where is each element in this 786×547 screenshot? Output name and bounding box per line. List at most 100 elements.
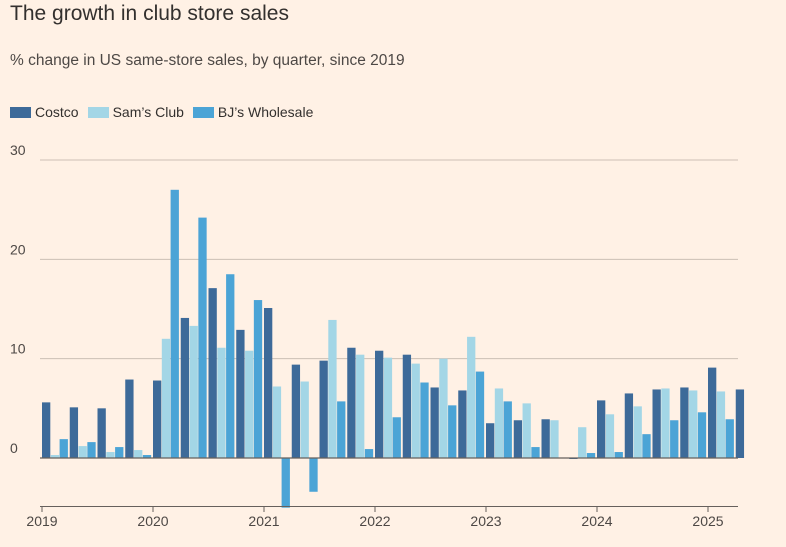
bar-sam-s-club-q4-2024 [689,390,698,458]
bar-bj-s-wholesale-q3-2020 [226,274,235,458]
bar-sam-s-club-q1-2021 [272,386,282,458]
chart-subtitle: % change in US same-store sales, by quar… [10,52,405,69]
bar-sam-s-club-q2-2023 [522,403,531,458]
y-tick-label-20: 20 [10,241,26,257]
legend-label-bjs-wholesale: BJ’s Wholesale [217,104,314,120]
gridlines [40,159,738,360]
x-tick-label-2022: 2022 [359,513,390,529]
bar-costco-q4-2021 [347,347,356,458]
bar-sam-s-club-q2-2021 [300,381,309,458]
bar-costco-q4-2019 [125,379,134,458]
bar-sam-s-club-q4-2019 [134,450,143,458]
bar-bj-s-wholesale-q4-2022 [475,371,485,458]
bar-costco-q1-2024 [597,400,606,458]
y-tick-label-10: 10 [10,341,26,357]
bar-costco-q2-2019 [69,407,79,458]
x-tick-label-2021: 2021 [248,513,279,529]
bar-costco-q3-2023 [541,419,550,458]
bar-sam-s-club-q4-2021 [356,354,365,458]
bar-costco-q2-2022 [402,354,412,458]
x-tick-label-2023: 2023 [470,513,501,529]
bar-sam-s-club-q3-2019 [106,452,115,458]
bar-sam-s-club-q2-2022 [411,363,420,458]
chart-title: The growth in club store sales [10,2,289,25]
bar-sam-s-club-q4-2023 [578,427,587,458]
bar-sam-s-club-q1-2024 [605,414,615,458]
bar-bj-s-wholesale-q2-2023 [531,447,540,458]
bar-sam-s-club-q2-2020 [189,325,198,458]
bar-bj-s-wholesale-q2-2024 [642,434,651,458]
bar-sam-s-club-q1-2025 [716,391,726,458]
legend-label-sams-club: Sam’s Club [112,104,184,120]
bar-sam-s-club-q3-2021 [328,319,337,458]
bar-costco-q1-2021 [264,308,273,458]
bar-bj-s-wholesale-q4-2019 [142,455,152,458]
bar-bj-s-wholesale-q2-2019 [87,442,96,458]
legend-swatch-sams-club [87,106,109,118]
bar-costco-q3-2021 [319,360,328,458]
bar-bj-s-wholesale-q4-2023 [586,453,596,458]
bar-bj-s-wholesale-q3-2019 [115,447,124,458]
legend-item-costco: Costco [10,104,79,120]
x-tick-label-2024: 2024 [581,513,612,529]
bar-bj-s-wholesale-q4-2020 [253,300,263,458]
bar-bj-s-wholesale-q1-2024 [614,452,623,458]
bar-bj-s-wholesale-q2-2021 [309,458,318,492]
bar-costco-q2-2025 [735,389,745,458]
legend-swatch-bjs-wholesale [192,106,214,118]
bar-costco-q2-2024 [624,393,634,458]
bar-costco-q1-2023 [486,423,495,458]
bar-bj-s-wholesale-q2-2020 [198,217,207,458]
legend-swatch-costco [10,106,31,118]
y-tick-label-30: 30 [10,142,26,158]
bar-costco-q3-2020 [208,288,217,458]
legend-item-bjs-wholesale: BJ’s Wholesale [192,104,314,120]
bar-sam-s-club-q1-2023 [494,388,504,458]
y-tick-label-0: 0 [10,440,18,456]
bar-costco-q1-2019 [42,402,51,458]
bar-sam-s-club-q1-2022 [383,357,393,458]
x-tick-label-2020: 2020 [137,513,168,529]
bar-sam-s-club-q2-2019 [78,446,87,458]
bar-bj-s-wholesale-q1-2019 [59,439,68,458]
bar-sam-s-club-q3-2023 [550,420,559,458]
bar-costco-q2-2021 [291,364,301,458]
bar-sam-s-club-q4-2020 [245,350,254,458]
bar-bj-s-wholesale-q4-2024 [697,412,707,458]
bar-sam-s-club-q3-2020 [217,347,226,458]
bar-costco-q4-2024 [680,387,689,458]
bar-costco-q4-2022 [458,390,467,458]
bar-bj-s-wholesale-q4-2021 [364,449,374,458]
bar-costco-q4-2020 [236,329,245,458]
bar-costco-q3-2024 [652,389,661,458]
bar-costco-q1-2025 [708,367,717,458]
bar-costco-q2-2020 [180,317,190,458]
bar-bj-s-wholesale-q3-2021 [337,401,346,458]
bar-bj-s-wholesale-q3-2024 [670,420,679,458]
bar-bj-s-wholesale-q1-2021 [281,458,290,508]
bar-sam-s-club-q4-2022 [467,336,476,458]
bar-sam-s-club-q3-2022 [439,358,448,458]
bar-costco-q3-2022 [430,387,439,458]
legend-label-costco: Costco [35,104,79,120]
bar-sam-s-club-q2-2024 [633,406,642,458]
legend-item-sams-club: Sam’s Club [87,104,184,120]
axes: 0 10 20 30 2019 2020 2021 2022 2023 2024 2025 [10,142,738,529]
bar-sam-s-club-q1-2019 [50,455,60,458]
bar-sam-s-club-q1-2020 [161,338,171,458]
bar-bj-s-wholesale-q3-2022 [448,405,457,458]
bar-bj-s-wholesale-q1-2022 [392,417,401,458]
x-tick-label-2025: 2025 [692,513,723,529]
bar-sam-s-club-q3-2024 [661,388,670,458]
bars [42,189,745,508]
bar-bj-s-wholesale-q1-2023 [503,401,512,458]
bar-bj-s-wholesale-q1-2025 [725,419,734,458]
x-tick-label-2019: 2019 [26,513,57,529]
legend: Costco Sam’s Club BJ’s Wholesale [10,104,322,120]
bar-costco-q3-2019 [97,408,106,458]
bar-bj-s-wholesale-q2-2022 [420,382,429,458]
bar-costco-q1-2020 [153,380,162,458]
bar-costco-q2-2023 [513,420,523,458]
bar-bj-s-wholesale-q1-2020 [170,189,179,459]
